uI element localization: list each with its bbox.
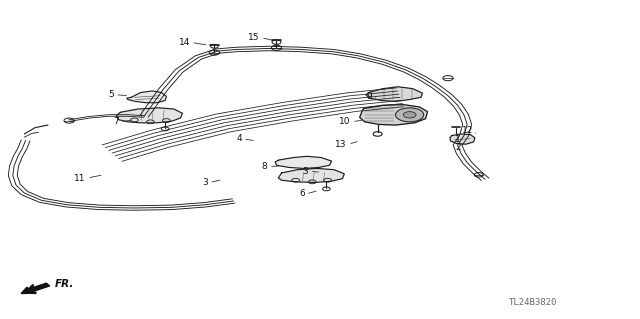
Polygon shape bbox=[116, 108, 182, 123]
Polygon shape bbox=[366, 87, 422, 101]
Text: FR.: FR. bbox=[54, 278, 74, 289]
Text: 2: 2 bbox=[455, 143, 461, 152]
Polygon shape bbox=[127, 91, 166, 103]
Text: 11: 11 bbox=[74, 174, 86, 182]
Polygon shape bbox=[450, 134, 475, 144]
Circle shape bbox=[396, 108, 424, 122]
Polygon shape bbox=[278, 168, 344, 182]
Text: 9: 9 bbox=[366, 92, 372, 101]
Text: 4: 4 bbox=[236, 134, 242, 143]
Text: 5: 5 bbox=[108, 90, 114, 99]
Circle shape bbox=[403, 112, 416, 118]
Polygon shape bbox=[360, 105, 428, 125]
Text: 3: 3 bbox=[303, 167, 308, 176]
Text: TL24B3820: TL24B3820 bbox=[508, 298, 557, 307]
Text: 7: 7 bbox=[113, 117, 119, 126]
Text: 14: 14 bbox=[179, 38, 190, 47]
Text: 15: 15 bbox=[248, 33, 260, 42]
FancyArrow shape bbox=[21, 283, 50, 293]
Polygon shape bbox=[275, 156, 332, 168]
Text: 3: 3 bbox=[202, 178, 208, 187]
Text: 8: 8 bbox=[262, 162, 268, 171]
Text: 12: 12 bbox=[462, 126, 474, 135]
Text: 1: 1 bbox=[455, 135, 461, 144]
Text: 6: 6 bbox=[299, 189, 305, 198]
Text: 10: 10 bbox=[339, 117, 351, 126]
Text: 13: 13 bbox=[335, 140, 347, 149]
